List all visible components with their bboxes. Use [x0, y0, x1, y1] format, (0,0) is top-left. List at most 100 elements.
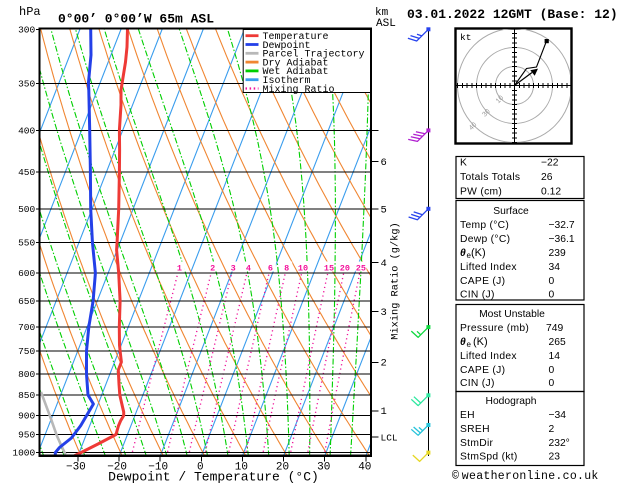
svg-text:34: 34	[549, 262, 561, 273]
svg-text:8: 8	[284, 264, 289, 274]
svg-text:Lifted Index: Lifted Index	[460, 262, 517, 273]
svg-text:CIN (J): CIN (J)	[460, 378, 495, 389]
svg-text:Dry Adiabat: Dry Adiabat	[263, 57, 329, 69]
svg-text:−36.1: −36.1	[549, 234, 575, 245]
svg-text:750: 750	[18, 346, 35, 357]
svg-text:Lifted Index: Lifted Index	[460, 351, 517, 362]
svg-text:StmDir: StmDir	[460, 438, 494, 449]
svg-text:LCL: LCL	[381, 432, 398, 443]
svg-text:Dewpoint: Dewpoint	[263, 40, 311, 52]
svg-text:Mixing Ratio: Mixing Ratio	[263, 84, 335, 96]
svg-text:25: 25	[356, 264, 366, 274]
svg-text:03.01.2022 12GMT (Base: 12): 03.01.2022 12GMT (Base: 12)	[407, 7, 618, 22]
svg-text:θ: θ	[460, 337, 466, 348]
svg-text:Dewp (°C): Dewp (°C)	[460, 234, 510, 245]
svg-text:500: 500	[18, 204, 35, 215]
svg-text:40: 40	[358, 462, 371, 474]
svg-text:749: 749	[546, 323, 563, 334]
svg-text:Parcel Trajectory: Parcel Trajectory	[263, 49, 365, 61]
svg-text:Isotherm: Isotherm	[263, 75, 311, 87]
svg-text:2: 2	[549, 424, 555, 435]
svg-text:SREH: SREH	[460, 424, 490, 435]
svg-text:10: 10	[495, 95, 506, 106]
svg-text:0: 0	[549, 378, 555, 389]
svg-text:239: 239	[549, 248, 566, 259]
svg-text:300: 300	[18, 24, 35, 35]
svg-text:10: 10	[298, 264, 308, 274]
svg-text:Wet Adiabat: Wet Adiabat	[263, 66, 329, 78]
svg-text:40: 40	[468, 121, 479, 132]
svg-text:0: 0	[549, 276, 555, 287]
svg-text:Mixing Ratio (g/kg): Mixing Ratio (g/kg)	[390, 222, 402, 339]
svg-text:Most Unstable: Most Unstable	[479, 309, 545, 320]
svg-text:0: 0	[549, 365, 555, 376]
svg-text:232°: 232°	[549, 438, 570, 449]
svg-text:3: 3	[381, 307, 387, 319]
svg-text:−30: −30	[66, 462, 86, 474]
svg-text:e: e	[467, 340, 472, 349]
svg-text:400: 400	[18, 125, 35, 136]
svg-text:−22: −22	[541, 158, 559, 169]
svg-text:30: 30	[317, 462, 330, 474]
svg-text:θ: θ	[460, 248, 466, 259]
svg-text:1000: 1000	[12, 447, 35, 458]
svg-text:900: 900	[18, 410, 35, 421]
svg-text:4: 4	[381, 258, 387, 270]
svg-text:PW (cm): PW (cm)	[460, 187, 502, 198]
svg-text:2: 2	[210, 264, 215, 274]
svg-text:© weatheronline.co.uk: © weatheronline.co.uk	[452, 470, 599, 483]
svg-text:20: 20	[276, 462, 289, 474]
svg-text:4: 4	[246, 264, 251, 274]
svg-text:−20: −20	[107, 462, 127, 474]
svg-text:Temperature: Temperature	[263, 32, 329, 43]
svg-text:−10: −10	[148, 462, 168, 474]
svg-text:1: 1	[381, 406, 387, 418]
svg-text:30: 30	[481, 108, 492, 119]
svg-text:10: 10	[235, 462, 248, 474]
svg-text:−34: −34	[549, 410, 567, 421]
svg-text:0.12: 0.12	[541, 187, 561, 198]
svg-text:Pressure (mb): Pressure (mb)	[460, 323, 529, 334]
svg-text:Surface: Surface	[493, 206, 529, 217]
svg-text:(K): (K)	[473, 336, 488, 348]
svg-text:Temp (°C): Temp (°C)	[460, 220, 509, 231]
svg-text:(K): (K)	[471, 247, 486, 259]
svg-text:0°00’ 0°00’W 65m ASL: 0°00’ 0°00’W 65m ASL	[58, 12, 214, 27]
svg-text:6: 6	[268, 264, 273, 274]
svg-text:700: 700	[18, 322, 35, 333]
svg-text:CIN (J): CIN (J)	[460, 290, 495, 301]
svg-text:km: km	[375, 7, 389, 19]
svg-text:14: 14	[549, 351, 561, 362]
svg-text:1: 1	[177, 264, 182, 274]
svg-text:CAPE (J): CAPE (J)	[460, 365, 505, 376]
svg-text:0: 0	[197, 462, 204, 474]
svg-text:6: 6	[381, 157, 387, 169]
svg-text:StmSpd (kt): StmSpd (kt)	[460, 452, 518, 463]
svg-text:600: 600	[18, 268, 35, 279]
svg-text:ASL: ASL	[376, 18, 396, 30]
svg-text:26: 26	[541, 172, 553, 183]
svg-text:20: 20	[340, 264, 350, 274]
svg-text:K: K	[460, 158, 467, 169]
svg-text:350: 350	[18, 79, 35, 90]
svg-text:Hodograph: Hodograph	[486, 396, 537, 407]
svg-text:EH: EH	[460, 410, 475, 421]
svg-text:450: 450	[18, 167, 35, 178]
svg-text:265: 265	[549, 337, 566, 348]
svg-text:15: 15	[324, 264, 334, 274]
svg-text:hPa: hPa	[19, 5, 41, 19]
svg-text:−32.7: −32.7	[549, 220, 575, 231]
svg-text:3: 3	[231, 264, 236, 274]
svg-text:2: 2	[381, 358, 387, 370]
svg-text:850: 850	[18, 390, 35, 401]
svg-text:CAPE (J): CAPE (J)	[460, 276, 505, 287]
svg-text:0: 0	[549, 290, 555, 301]
svg-text:Dewpoint / Temperature (°C): Dewpoint / Temperature (°C)	[108, 470, 319, 485]
svg-text:e: e	[467, 251, 472, 260]
svg-text:550: 550	[18, 237, 35, 248]
svg-text:650: 650	[18, 296, 35, 307]
svg-text:kt: kt	[460, 32, 471, 43]
svg-text:800: 800	[18, 369, 35, 380]
svg-text:950: 950	[18, 429, 35, 440]
svg-text:Totals Totals: Totals Totals	[460, 172, 520, 183]
